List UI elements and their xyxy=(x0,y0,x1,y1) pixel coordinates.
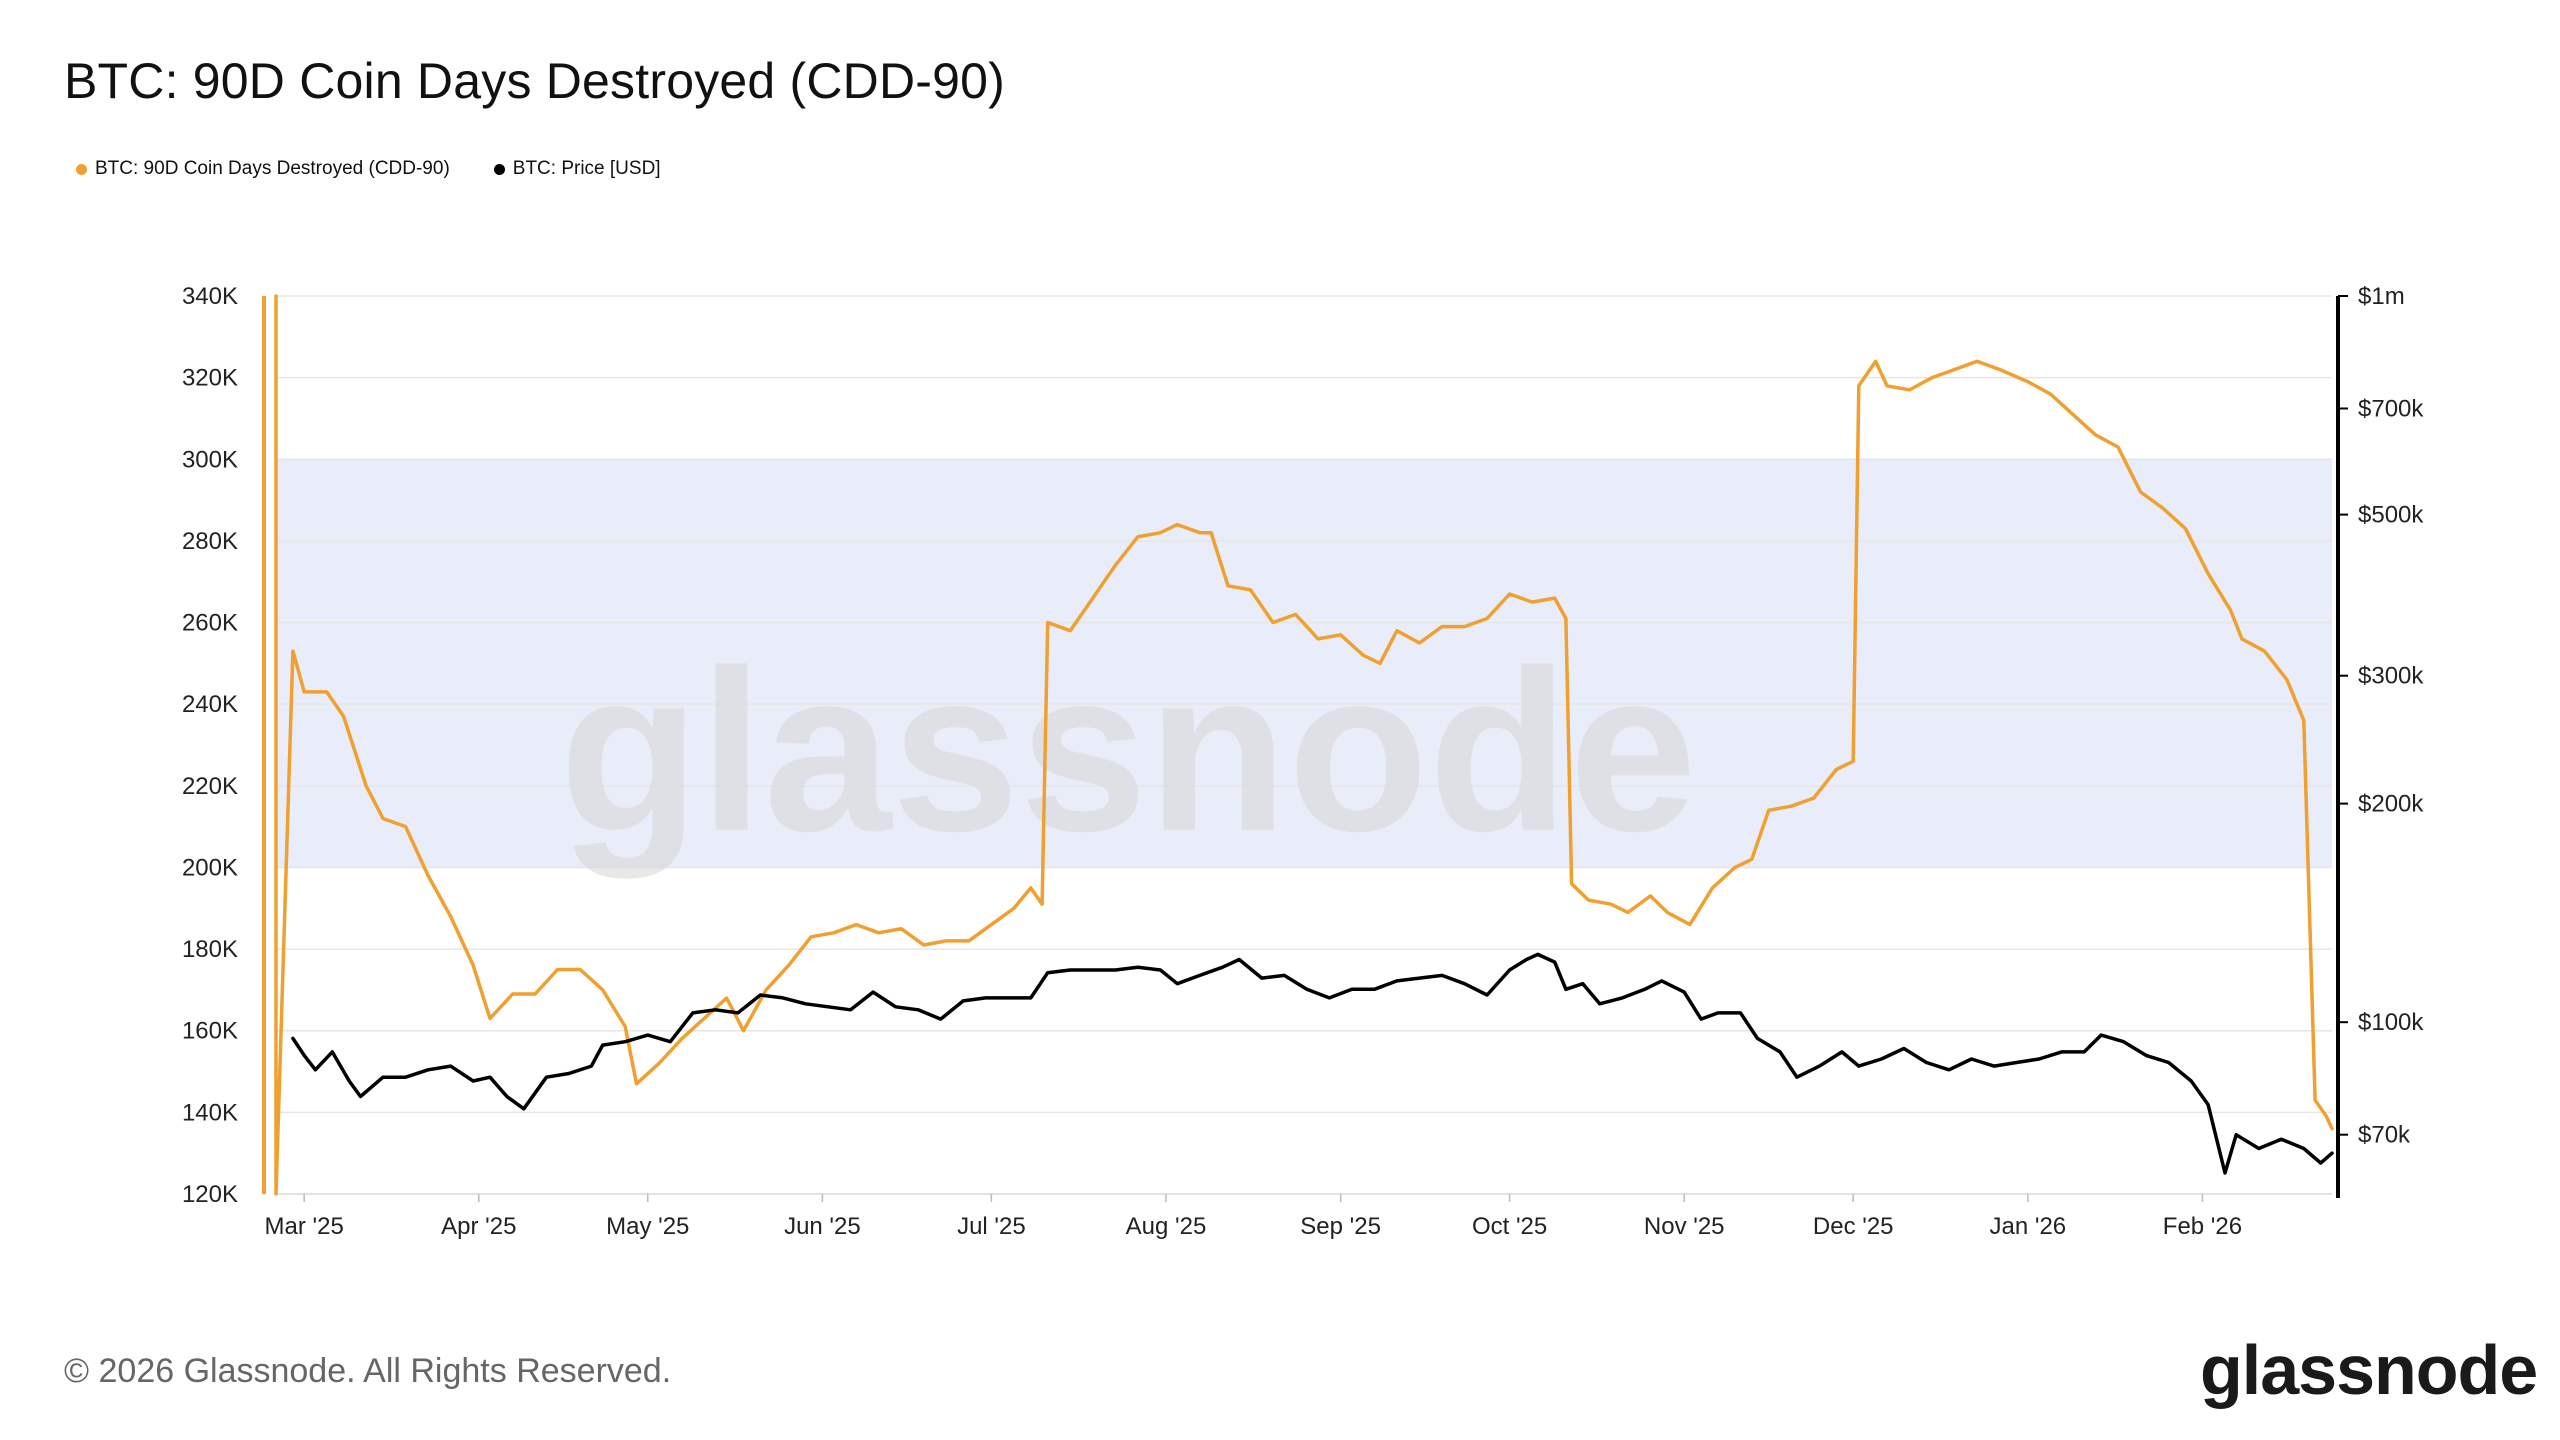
x-tick-label: Jul '25 xyxy=(957,1213,1026,1240)
y-left-tick-label: 160K xyxy=(182,1018,238,1045)
x-tick-label: Nov '25 xyxy=(1644,1213,1725,1240)
y-right-tick-label: $300k xyxy=(2358,663,2424,690)
y-left-tick-label: 280K xyxy=(182,528,238,555)
x-tick-label: Feb '26 xyxy=(2163,1213,2242,1240)
x-tick-label: Dec '25 xyxy=(1813,1213,1894,1240)
legend-item-price[interactable]: BTC: Price [USD] xyxy=(493,158,661,180)
legend-swatch-price xyxy=(493,163,505,175)
btc-price-line xyxy=(291,952,2334,1175)
legend-swatch-cdd xyxy=(76,163,87,175)
glassnode-logo: glassnode xyxy=(2200,1331,2538,1409)
legend-label-cdd: BTC: 90D Coin Days Destroyed (CDD-90) xyxy=(95,158,450,179)
x-tick-label: Jun '25 xyxy=(784,1213,861,1240)
y-left-tick-label: 220K xyxy=(182,773,238,800)
cdd-band-200k-300k xyxy=(276,459,2332,868)
y-right-tick-label: $500k xyxy=(2358,502,2424,529)
y-left-tick-label: 180K xyxy=(182,936,238,963)
x-tick-label: May '25 xyxy=(606,1213,689,1240)
legend-label-price: BTC: Price [USD] xyxy=(512,158,661,179)
series-layer xyxy=(274,294,2334,1196)
x-tick-label: Aug '25 xyxy=(1126,1213,1207,1240)
y-left-tick-label: 260K xyxy=(182,610,238,637)
x-tick-label: Sep '25 xyxy=(1300,1213,1381,1240)
y-left-tick-label: 240K xyxy=(182,691,238,718)
y-right-tick-label: $70k xyxy=(2358,1122,2411,1149)
highlight-band-layer xyxy=(276,459,2332,868)
x-tick-label: Mar '25 xyxy=(265,1213,344,1240)
y-right-tick-label: $1m xyxy=(2358,283,2405,310)
y-right-tick-label: $700k xyxy=(2358,395,2424,422)
axes xyxy=(262,296,2340,1198)
y-left-tick-label: 200K xyxy=(182,854,238,881)
watermark: glassnode xyxy=(559,622,1697,879)
y-left-tick-label: 140K xyxy=(182,1099,238,1126)
legend-item-cdd[interactable]: BTC: 90D Coin Days Destroyed (CDD-90) xyxy=(76,158,450,180)
tick-labels: 120K 140K 160K 180K 200K 220K 240K 260K 280K 300K… xyxy=(182,283,2424,1240)
x-tick-label: Jan '26 xyxy=(1990,1213,2067,1240)
x-tick-label: Apr '25 xyxy=(441,1213,516,1240)
cdd-90-line xyxy=(274,294,2334,1196)
legend: BTC: 90D Coin Days Destroyed (CDD-90) BT… xyxy=(76,158,661,180)
y-left-tick-label: 320K xyxy=(182,365,238,392)
y-right-tick-label: $100k xyxy=(2358,1009,2424,1036)
y-left-tick-label: 120K xyxy=(182,1181,238,1208)
copyright-footer: © 2026 Glassnode. All Rights Reserved. xyxy=(64,1352,672,1390)
x-tick-label: Oct '25 xyxy=(1472,1213,1547,1240)
chart-title: BTC: 90D Coin Days Destroyed (CDD-90) xyxy=(64,53,1005,109)
y-right-tick-label: $200k xyxy=(2358,791,2424,818)
y-left-tick-label: 340K xyxy=(182,283,238,310)
y-left-tick-label: 300K xyxy=(182,446,238,473)
